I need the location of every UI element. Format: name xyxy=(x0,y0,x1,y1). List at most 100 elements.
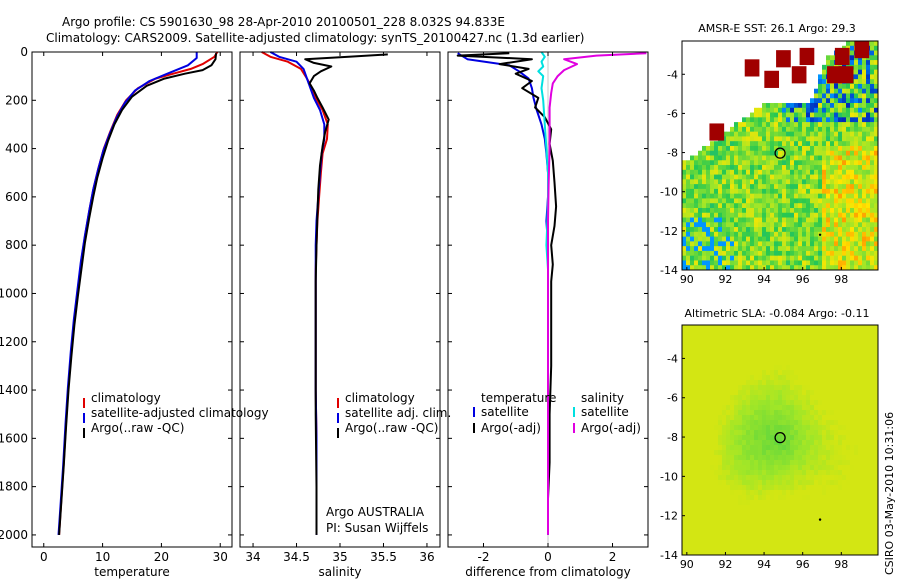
sla-cell xyxy=(806,390,811,396)
sla-cell xyxy=(846,340,851,346)
sla-cell xyxy=(714,460,719,466)
sst-cell xyxy=(822,69,827,75)
sla-cell xyxy=(690,345,695,351)
sla-map-xtick-label: 90 xyxy=(680,558,694,571)
sla-cell xyxy=(862,435,867,441)
sst-cell xyxy=(810,246,815,252)
sla-cell xyxy=(818,335,823,341)
sla-cell xyxy=(706,490,711,496)
sst-cell xyxy=(814,231,819,237)
sst-cell xyxy=(870,260,875,266)
sst-cell xyxy=(862,88,867,94)
sla-cell xyxy=(766,485,771,491)
sla-cell xyxy=(730,545,735,551)
sla-cell xyxy=(710,430,715,436)
sla-cell xyxy=(830,340,835,346)
sst-cell xyxy=(854,236,859,242)
sla-cell xyxy=(870,460,875,466)
sla-map-ytick-label: -14 xyxy=(660,549,678,562)
sla-cell xyxy=(694,510,699,516)
sla-cell xyxy=(846,535,851,541)
sst-cell xyxy=(722,236,727,242)
sla-cell xyxy=(694,325,699,331)
sla-cell xyxy=(862,530,867,536)
sla-cell xyxy=(762,410,767,416)
sst-cell xyxy=(730,203,735,209)
sla-cell xyxy=(762,345,767,351)
sla-cell xyxy=(690,500,695,506)
sst-cell xyxy=(750,174,755,180)
figure-title-line1: Argo profile: CS 5901630_98 28-Apr-2010 … xyxy=(62,15,505,29)
sla-cell xyxy=(702,535,707,541)
sla-cell xyxy=(862,550,867,556)
sla-cell xyxy=(862,515,867,521)
sla-cell xyxy=(766,355,771,361)
sst-cell xyxy=(850,117,855,123)
sla-cell xyxy=(810,350,815,356)
sst-cell xyxy=(866,198,871,204)
sst-cell xyxy=(818,98,823,104)
sla-cell xyxy=(758,475,763,481)
sla-cell xyxy=(734,350,739,356)
sla-cell xyxy=(822,395,827,401)
sla-cell xyxy=(750,530,755,536)
sla-cell xyxy=(826,505,831,511)
sst-cell xyxy=(690,207,695,214)
sla-cell xyxy=(790,430,795,436)
sla-cell xyxy=(774,470,779,476)
sla-cell xyxy=(758,520,763,526)
sla-cell xyxy=(750,535,755,541)
sst-cell xyxy=(866,88,871,94)
sst-cell xyxy=(690,212,695,218)
sla-cell xyxy=(686,525,691,531)
sla-cell xyxy=(738,405,743,411)
sst-cell xyxy=(866,64,871,71)
sla-cell xyxy=(762,445,767,451)
sla-cell xyxy=(698,335,703,341)
sla-cell xyxy=(842,430,847,436)
sla-cell xyxy=(814,445,819,451)
difference-xtick-label: 2 xyxy=(609,550,617,564)
sst-cell-warm-block xyxy=(709,123,725,141)
sst-cell xyxy=(686,217,691,223)
sst-cell xyxy=(702,188,707,195)
sst-cell xyxy=(726,250,731,257)
sla-cell xyxy=(726,510,731,516)
sst-cell xyxy=(850,174,855,180)
sla-cell xyxy=(754,400,759,406)
sst-cell xyxy=(690,241,695,247)
sla-cell xyxy=(690,355,695,361)
sst-cell xyxy=(834,169,839,175)
sla-cell xyxy=(750,325,755,331)
sla-cell xyxy=(714,350,719,356)
sla-cell xyxy=(750,405,755,411)
sla-cell xyxy=(702,325,707,331)
sst-cell xyxy=(734,169,739,175)
sla-cell xyxy=(738,410,743,416)
sla-cell xyxy=(758,435,763,441)
sst-cell xyxy=(806,188,811,195)
sst-cell xyxy=(706,165,711,171)
sla-cell xyxy=(726,460,731,466)
sst-cell xyxy=(698,169,703,175)
sla-cell xyxy=(770,415,775,421)
sla-cell xyxy=(846,550,851,556)
sla-cell xyxy=(866,355,871,361)
sst-cell xyxy=(750,117,755,123)
sla-cell xyxy=(810,500,815,506)
sla-cell xyxy=(694,515,699,521)
sst-cell xyxy=(778,231,783,237)
sla-cell xyxy=(854,475,859,481)
sst-cell xyxy=(730,150,735,156)
sla-cell xyxy=(818,365,823,371)
sla-cell xyxy=(686,370,691,376)
sla-cell xyxy=(766,490,771,496)
sst-cell xyxy=(774,160,779,166)
sst-cell xyxy=(730,131,735,137)
sla-cell xyxy=(778,380,783,386)
sla-cell xyxy=(850,505,855,511)
sla-cell xyxy=(706,450,711,456)
sst-cell xyxy=(846,231,851,237)
sst-cell xyxy=(690,184,695,190)
sla-cell xyxy=(734,340,739,346)
